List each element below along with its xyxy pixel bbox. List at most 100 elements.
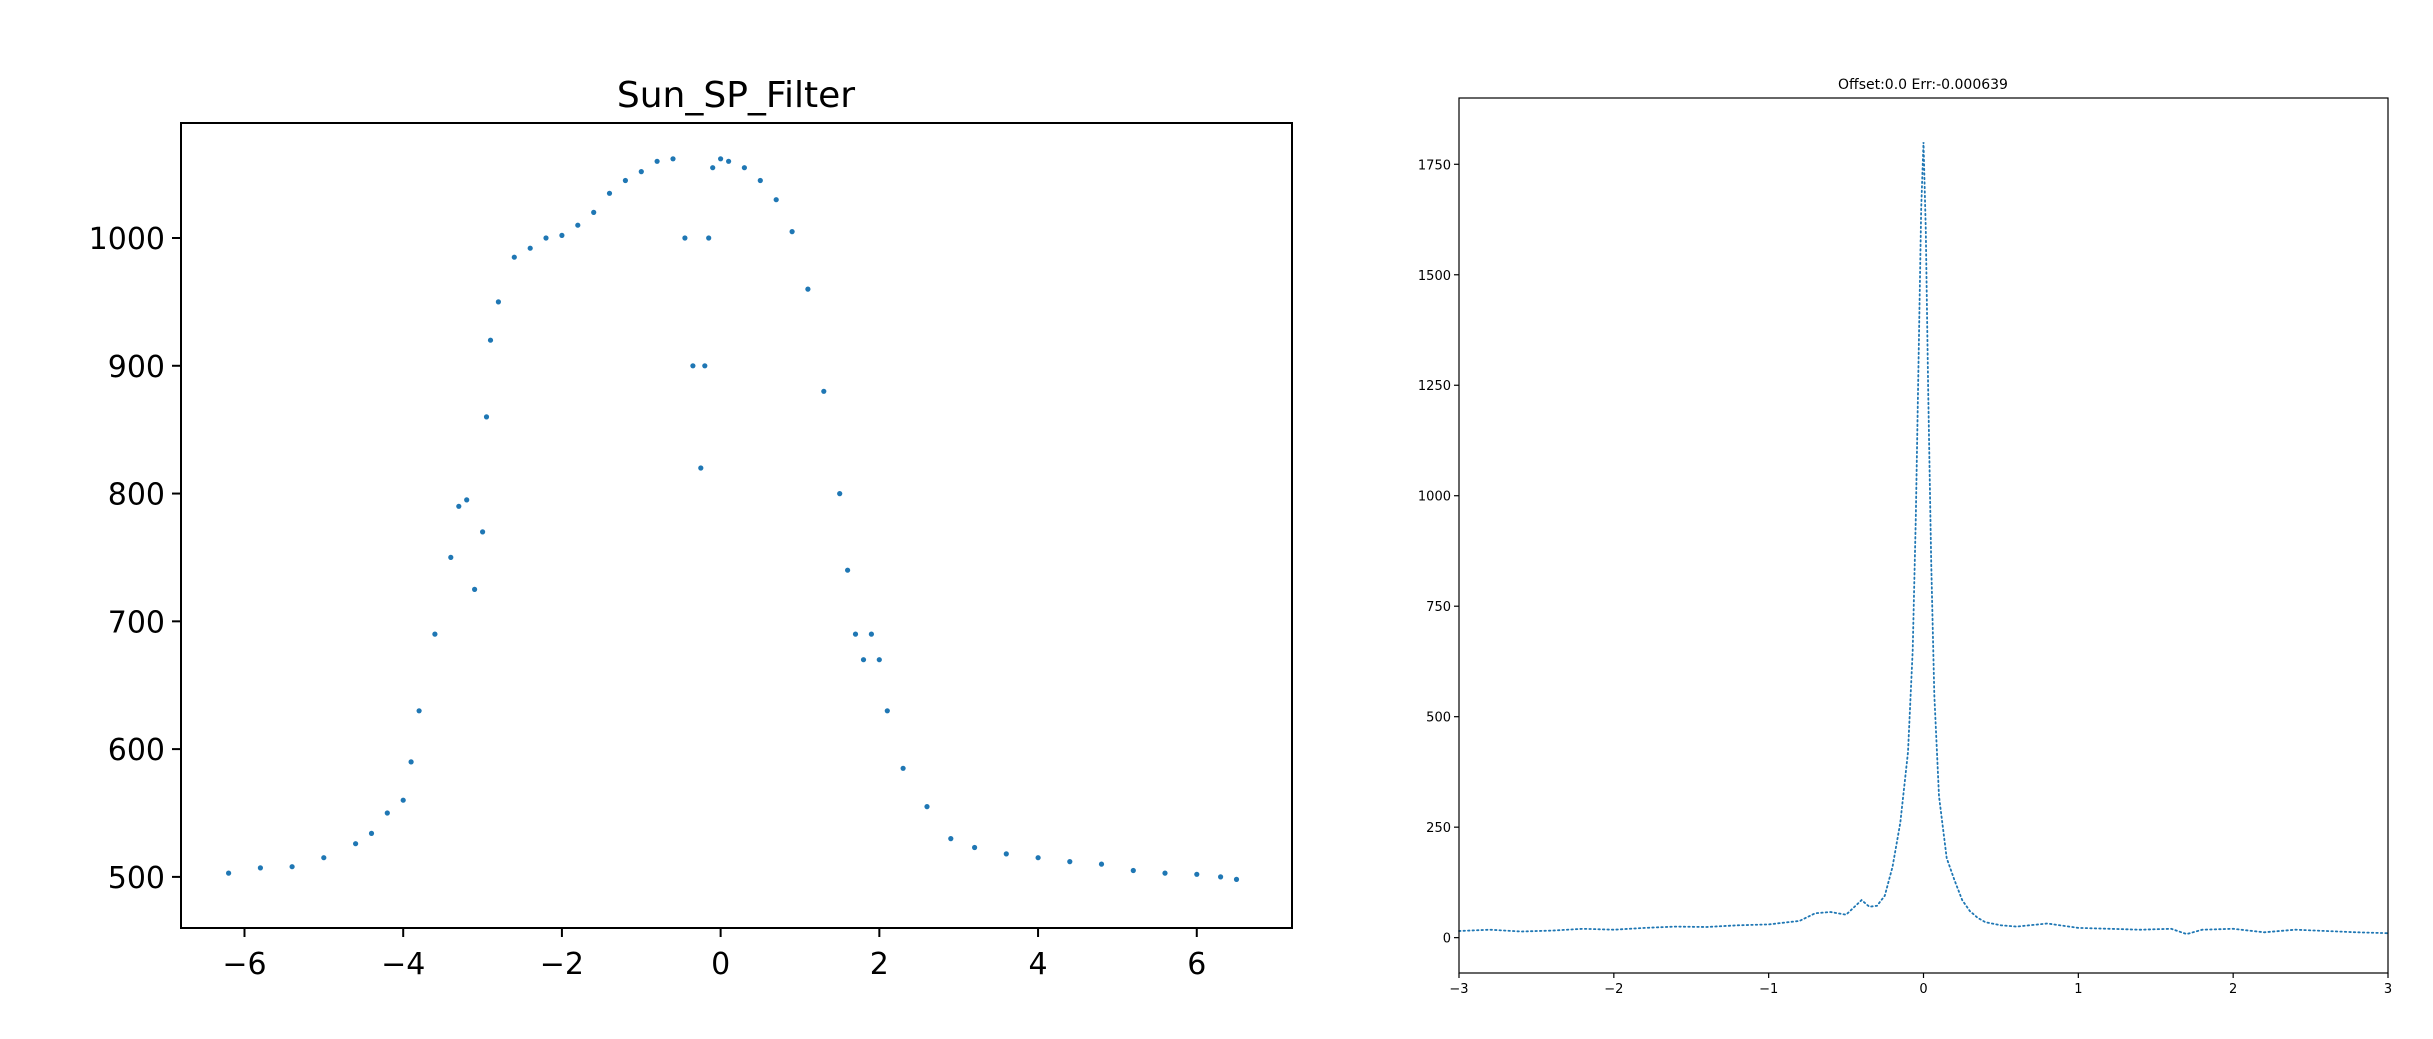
data-point	[495, 299, 501, 305]
data-point	[924, 804, 930, 810]
data-point	[226, 870, 232, 876]
x-tick-label: 3	[2384, 982, 2392, 997]
data-point	[321, 855, 327, 861]
data-point	[726, 158, 732, 164]
data-point	[543, 235, 549, 241]
x-tick-label: 6	[1187, 947, 1206, 982]
y-tick-label: 800	[108, 478, 165, 513]
data-point	[400, 797, 406, 803]
chart-title-sun-sp-filter: Sun_SP_Filter	[617, 75, 855, 116]
data-point	[368, 830, 375, 837]
offset-error-marks	[1458, 142, 2389, 936]
data-point	[559, 232, 565, 238]
y-tick-label: 500	[1426, 711, 1451, 726]
x-tick-label: 1	[2074, 982, 2082, 997]
sun-sp-filter-chart: Sun_SP_Filter −6 −4 −2 0 2 4 6 500 600 700 800 900…	[89, 75, 1293, 982]
data-point	[698, 465, 704, 471]
data-point	[408, 759, 414, 765]
data-point	[1130, 867, 1136, 874]
data-point	[1194, 871, 1200, 877]
data-point	[464, 497, 470, 503]
offset-error-axes-frame	[1458, 97, 2389, 974]
data-point	[706, 235, 712, 241]
data-point	[1162, 870, 1168, 876]
data-point	[487, 337, 494, 343]
y-tick-label: 1750	[1418, 158, 1451, 173]
sun-sp-filter-axes-frame	[180, 122, 1293, 929]
x-tick-label: −2	[540, 947, 584, 982]
data-point	[1218, 874, 1224, 880]
y-tick-label: 1000	[1418, 490, 1451, 505]
x-tick-label: −4	[381, 947, 425, 982]
x-tick-label: 0	[711, 947, 730, 982]
data-point	[448, 554, 454, 561]
x-tick-label: −2	[1604, 982, 1623, 997]
data-point	[527, 245, 533, 251]
chart-title-offset-error: Offset:0.0 Err:-0.000639	[1838, 77, 2008, 93]
data-point	[1233, 876, 1240, 883]
data-point	[837, 491, 843, 497]
x-tick-label: 2	[870, 947, 889, 982]
data-point	[884, 708, 890, 714]
y-tick-label: 600	[108, 733, 165, 768]
data-point	[591, 209, 597, 215]
data-point	[289, 864, 295, 870]
data-point	[868, 631, 875, 637]
data-point	[257, 865, 263, 871]
y-tick-label: 1250	[1418, 379, 1451, 394]
offset-error-x-ticks: −3 −2 −1 0 1 2 3	[1449, 973, 2392, 997]
x-tick-label: −6	[222, 947, 266, 982]
data-point	[789, 229, 795, 235]
offset-error-chart: Offset:0.0 Err:-0.000639 −3 −2 −1 0 1 2 3 0 250…	[1418, 77, 2392, 997]
y-tick-label: 250	[1426, 821, 1451, 836]
data-point	[480, 529, 486, 535]
data-point	[741, 165, 748, 171]
y-tick-label: 500	[108, 861, 165, 896]
x-tick-label: −3	[1449, 982, 1468, 997]
data-point	[384, 810, 390, 816]
data-point	[876, 657, 882, 663]
data-point	[690, 363, 696, 369]
data-point	[606, 190, 613, 196]
data-point	[1067, 859, 1073, 865]
data-point	[860, 657, 867, 663]
y-tick-label: 700	[108, 605, 165, 640]
data-point	[456, 503, 462, 509]
sun-sp-filter-marks	[226, 156, 1240, 883]
data-point	[852, 631, 859, 637]
y-tick-label: 1000	[89, 222, 165, 257]
data-point	[1003, 851, 1009, 857]
y-tick-label: 1500	[1418, 269, 1451, 284]
data-point	[483, 414, 490, 420]
x-tick-label: 0	[1919, 982, 1927, 997]
data-point	[654, 158, 660, 164]
data-point	[773, 197, 779, 203]
sun-sp-filter-y-ticks: 500 600 700 800 900 1000	[89, 222, 181, 896]
y-tick-label: 900	[108, 350, 165, 385]
data-point	[622, 177, 629, 184]
data-point	[682, 235, 688, 241]
offset-error-y-ticks: 0 250 500 750 1000 1250 1500 1750	[1418, 158, 1459, 947]
data-point	[821, 388, 827, 394]
sun-sp-filter-x-ticks: −6 −4 −2 0 2 4 6	[222, 928, 1206, 982]
data-point	[575, 222, 581, 228]
data-point	[900, 765, 906, 771]
data-point	[710, 165, 716, 171]
data-point	[805, 286, 811, 292]
data-point	[702, 363, 708, 369]
x-tick-label: 4	[1029, 947, 1048, 982]
data-point	[472, 586, 478, 593]
data-point	[511, 254, 517, 260]
y-tick-label: 750	[1426, 600, 1451, 615]
data-point	[718, 156, 724, 162]
data-point	[432, 631, 438, 637]
data-point	[1035, 855, 1041, 861]
x-tick-label: −1	[1759, 982, 1778, 997]
data-point	[638, 169, 644, 175]
series-line	[1458, 142, 2389, 936]
data-point	[972, 844, 978, 851]
data-point	[845, 567, 851, 573]
data-point	[670, 156, 676, 162]
data-point	[353, 841, 359, 847]
